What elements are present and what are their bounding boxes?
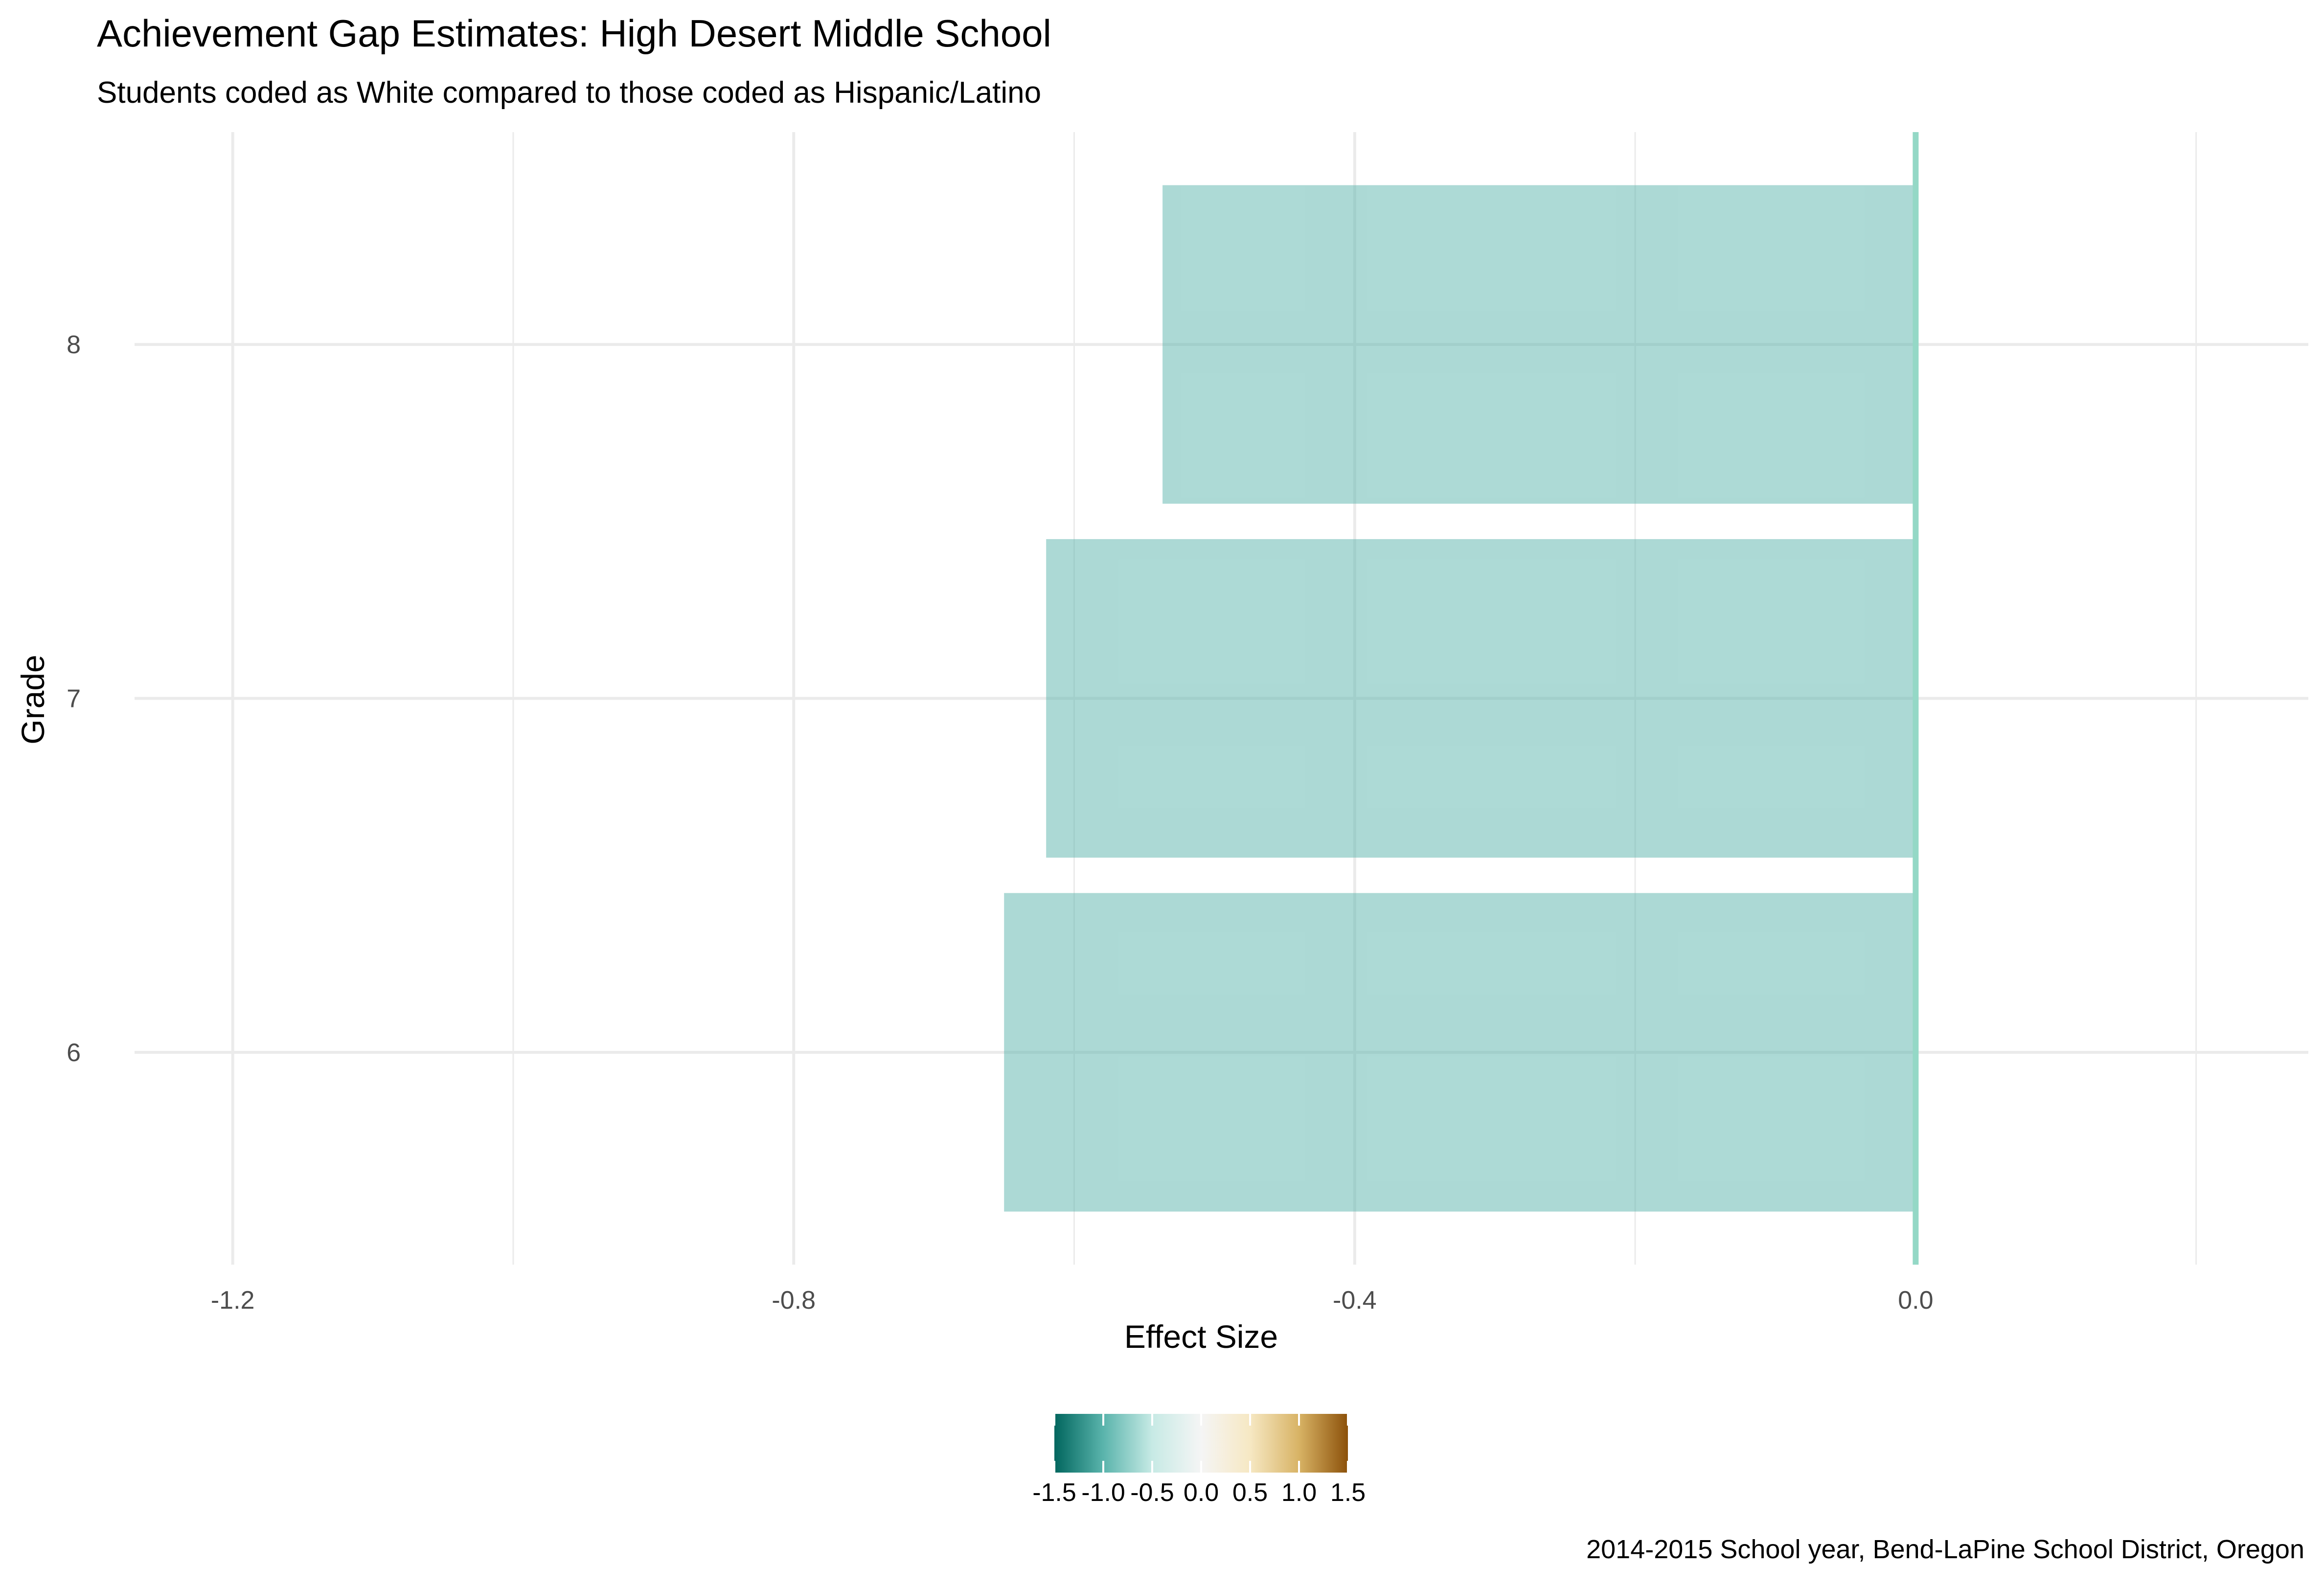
colorbar-tick-label: 1.0	[1281, 1478, 1317, 1507]
x-tick-label: 0.0	[1898, 1286, 1933, 1315]
chart-title: Achievement Gap Estimates: High Desert M…	[97, 12, 1051, 55]
y-axis-title: Grade	[15, 655, 51, 744]
bar-grade-8	[1162, 185, 1916, 504]
x-tick-label: -0.8	[772, 1286, 816, 1315]
colorbar-tick-label: 0.5	[1232, 1478, 1268, 1507]
x-axis-title: Effect Size	[1124, 1318, 1278, 1355]
bar-grade-6	[1004, 893, 1916, 1212]
x-tick-layer: -1.2 -0.8 -0.4 0.0	[211, 1286, 1934, 1315]
colorbar-tick-label: 1.5	[1330, 1478, 1366, 1507]
y-tick-label: 8	[67, 331, 81, 359]
chart-subtitle: Students coded as White compared to thos…	[97, 76, 1042, 110]
x-tick-label: -1.2	[211, 1286, 255, 1315]
x-tick-label: -0.4	[1333, 1286, 1377, 1315]
colorbar-tick-label: 0.0	[1184, 1478, 1219, 1507]
bar-grade-7	[1046, 539, 1916, 858]
colorbar-tick-label: -1.0	[1081, 1478, 1125, 1507]
y-tick-label: 6	[67, 1039, 81, 1067]
colorbar-tick-label: -0.5	[1130, 1478, 1174, 1507]
y-tick-label: 7	[67, 685, 81, 713]
bar-layer	[1004, 185, 1916, 1212]
color-legend: -1.5 -1.0 -0.5 0.0 0.5 1.0 1.5	[1032, 1414, 1366, 1507]
colorbar-tick-label: -1.5	[1032, 1478, 1076, 1507]
y-tick-layer: 6 7 8	[67, 331, 81, 1067]
chart-caption: 2014-2015 School year, Bend-LaPine Schoo…	[1586, 1535, 2304, 1564]
